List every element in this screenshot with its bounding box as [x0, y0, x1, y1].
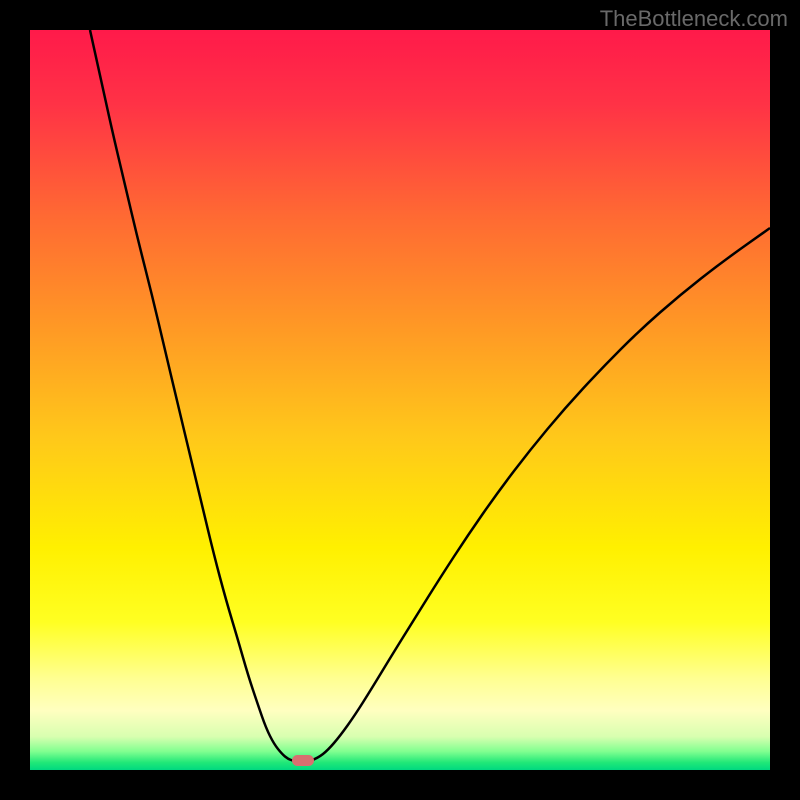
plot-area	[30, 30, 770, 770]
bottleneck-curve	[30, 30, 770, 770]
optimal-marker	[292, 755, 314, 766]
watermark-text: TheBottleneck.com	[600, 6, 788, 32]
